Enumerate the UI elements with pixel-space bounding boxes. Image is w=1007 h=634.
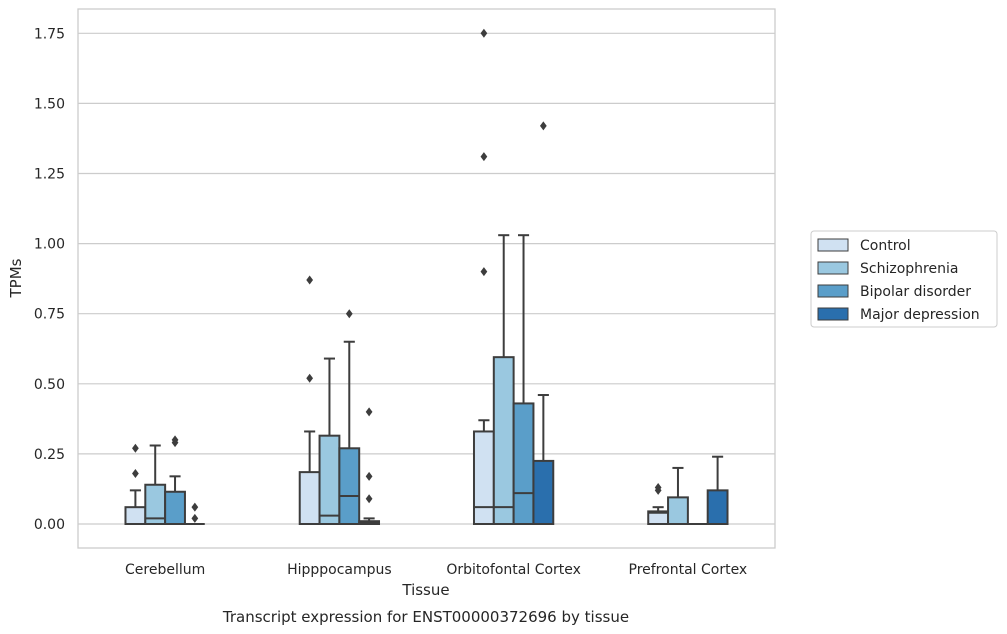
outlier-point [306,275,314,285]
x-tick-label: Cerebellum [125,562,205,578]
x-tick-label: Hipppocampus [287,562,392,578]
grid-lines [78,32,775,525]
outlier-point [480,28,488,38]
legend-label: Schizophrenia [860,261,958,277]
box-body [124,506,147,525]
outlier-point [132,469,139,479]
box-body [338,447,361,525]
box-body [512,402,535,526]
box [184,502,205,525]
y-tick-label: 1.25 [34,167,65,183]
box [298,275,321,526]
y-axis-label: TPMs [7,258,25,298]
box [144,444,167,525]
x-axis-label: Tissue [401,581,449,599]
box-body [472,430,495,525]
box-body [532,459,555,526]
outlier-point [654,483,662,493]
box-body [298,471,321,526]
outlier-point [306,373,314,383]
box [318,357,341,526]
box-body [318,434,341,526]
y-tick-label: 0.50 [34,377,65,393]
box [492,234,515,525]
legend: Control Schizophrenia Bipolar disorder Majo… [810,230,998,328]
outlier-point [171,435,179,445]
outlier-point [365,471,373,481]
box [164,435,186,525]
legend-label: Bipolar disorder [860,284,971,300]
x-tick-label: Orbitofontal Cortex [446,562,581,578]
box-body [667,496,689,525]
box-body [706,489,729,525]
outlier-point [345,309,353,319]
outlier-point [480,267,488,277]
legend-swatch [817,238,849,252]
outlier-point [191,502,199,512]
legend-swatch [817,261,849,275]
boxes [124,28,729,526]
box [124,443,147,525]
y-axis-ticks: 0.00 0.25 0.50 0.75 1.00 1.25 1.50 1.75 [34,26,65,533]
x-axis-ticks: Cerebellum Hipppocampus Orbitofontal Corte… [125,562,747,578]
box [706,455,729,525]
legend-swatch [817,284,849,298]
outlier-point [191,513,199,523]
box [667,466,689,525]
plot-area-frame [77,8,776,549]
box-body [164,490,186,525]
box [512,234,535,526]
outlier-point [132,443,139,453]
outlier-point [365,407,373,417]
legend-swatch [817,307,849,321]
y-tick-label: 0.75 [34,307,65,323]
chart-caption: Transcript expression for ENST0000037269… [222,608,629,626]
legend-label: Control [860,238,911,254]
box [532,121,555,526]
legend-label: Major depression [860,307,980,323]
outlier-point [365,494,373,504]
y-tick-label: 1.00 [34,237,65,253]
x-tick-label: Prefrontal Cortex [629,562,748,578]
box [338,309,361,525]
y-tick-label: 1.75 [34,26,65,42]
box [358,407,381,525]
y-tick-label: 1.50 [34,96,65,112]
y-tick-label: 0.00 [34,517,65,533]
box [647,483,670,525]
legend-frame [810,230,998,328]
outlier-point [539,121,547,131]
y-tick-label: 0.25 [34,447,65,463]
outlier-point [480,152,488,162]
box-body [492,356,515,525]
